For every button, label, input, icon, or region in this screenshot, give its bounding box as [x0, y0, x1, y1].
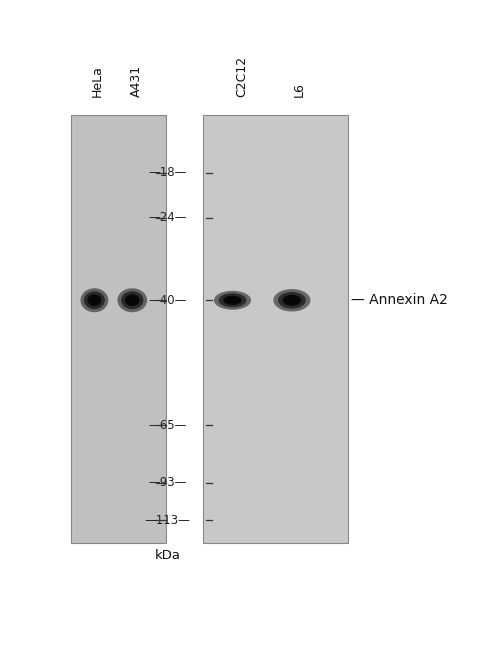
- Text: — Annexin A2: — Annexin A2: [351, 293, 448, 307]
- Ellipse shape: [278, 292, 306, 309]
- Bar: [71, 116, 166, 543]
- Text: —65—: —65—: [148, 419, 187, 432]
- Ellipse shape: [84, 291, 105, 310]
- Ellipse shape: [283, 295, 301, 306]
- Ellipse shape: [121, 291, 143, 310]
- Text: —113—: —113—: [145, 513, 191, 526]
- Ellipse shape: [218, 293, 246, 308]
- Ellipse shape: [128, 297, 137, 304]
- Ellipse shape: [80, 288, 108, 312]
- Ellipse shape: [274, 289, 310, 312]
- Ellipse shape: [223, 295, 242, 305]
- Text: kDa: kDa: [155, 548, 181, 561]
- Ellipse shape: [88, 294, 102, 306]
- Ellipse shape: [91, 297, 98, 304]
- Bar: [203, 116, 348, 543]
- Text: C2C12: C2C12: [235, 56, 248, 97]
- Text: A431: A431: [129, 65, 142, 97]
- Text: L6: L6: [293, 82, 306, 97]
- Ellipse shape: [125, 294, 140, 306]
- Text: —40—: —40—: [148, 294, 187, 307]
- Text: —24—: —24—: [148, 212, 187, 225]
- Ellipse shape: [287, 297, 297, 304]
- Text: —18—: —18—: [148, 166, 187, 179]
- Ellipse shape: [228, 298, 238, 303]
- Ellipse shape: [117, 288, 147, 312]
- Text: HeLa: HeLa: [91, 65, 103, 97]
- Ellipse shape: [214, 291, 251, 310]
- Text: —93—: —93—: [148, 476, 187, 489]
